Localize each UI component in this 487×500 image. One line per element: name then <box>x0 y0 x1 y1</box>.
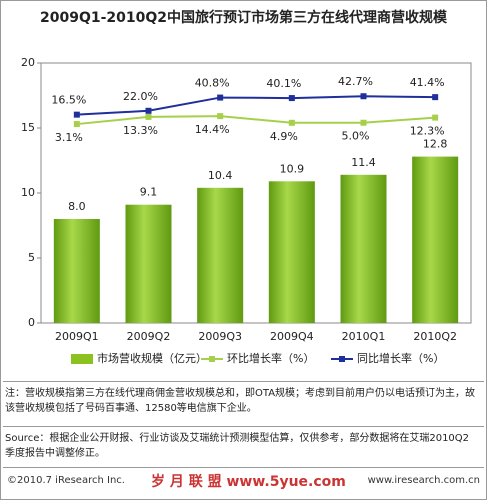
marker <box>288 95 295 102</box>
marker <box>360 93 367 100</box>
marker <box>432 94 439 101</box>
line <box>76 95 436 116</box>
data-label: 22.0% <box>123 90 158 103</box>
plot-frame <box>40 62 472 324</box>
data-label: 8.0 <box>68 200 86 213</box>
data-label: 41.4% <box>410 76 445 89</box>
note: 注：营收规模指第三方在线代理商佣金营收规模总和，即OTA规模；考虑到目前用户仍以… <box>5 388 476 414</box>
chart-title: 2009Q1-2010Q2中国旅行预订市场第三方在线代理商营收规模 <box>39 10 448 26</box>
data-label: 42.7% <box>338 75 373 88</box>
marker <box>217 94 224 101</box>
y-tick-label: 5 <box>28 251 35 264</box>
data-label: 9.1 <box>140 186 158 199</box>
marker <box>145 113 152 120</box>
data-label: 10.4 <box>208 169 233 182</box>
y-tick-label: 20 <box>21 56 35 69</box>
line <box>76 115 436 126</box>
data-label: 12.8 <box>423 138 448 151</box>
x-tick-label: 2009Q3 <box>198 330 242 343</box>
marker <box>360 119 367 126</box>
legend-label: 市场营收规模（亿元） <box>97 351 207 365</box>
divider <box>3 381 484 382</box>
y-tick-label: 0 <box>28 316 35 329</box>
bar <box>197 187 244 323</box>
data-label: 5.0% <box>342 130 370 143</box>
data-label: 4.9% <box>270 130 298 143</box>
data-label: 40.8% <box>195 77 230 90</box>
copyright: ©2010.7 iResearch Inc. <box>7 475 125 486</box>
chart: 0 5 10 15 20 2009Q1 2009Q2 2009Q3 2009Q4 2010Q1 20… <box>21 56 472 365</box>
legend-marker <box>339 356 345 362</box>
x-tick-label: 2010Q2 <box>413 330 457 343</box>
data-label: 11.4 <box>351 156 376 169</box>
legend-marker <box>209 356 215 362</box>
watermark: 岁 月 联 盟 www.5yue.com <box>151 474 346 490</box>
x-tick-label: 2010Q1 <box>342 330 386 343</box>
source: Source：根据企业公开财报、行业访谈及艾瑞统计预测模型估算，仅供参考，部分数… <box>5 433 470 459</box>
marker <box>73 121 80 128</box>
legend-label: 同比增长率（%） <box>357 351 444 365</box>
marker <box>217 113 224 120</box>
x-tick-label: 2009Q2 <box>127 330 171 343</box>
data-label: 12.3% <box>410 125 445 138</box>
data-label: 16.5% <box>51 94 86 107</box>
marker <box>288 119 295 126</box>
bar <box>340 174 387 323</box>
data-label: 10.9 <box>280 162 305 175</box>
x-tick-label: 2009Q1 <box>55 330 99 343</box>
data-label: 3.1% <box>55 131 83 144</box>
legend-label: 环比增长率（%） <box>227 351 314 365</box>
marker <box>145 107 152 114</box>
bar <box>268 181 315 323</box>
x-tick-label: 2009Q4 <box>270 330 314 343</box>
y-tick-label: 15 <box>21 121 35 134</box>
marker <box>432 114 439 121</box>
marker <box>73 111 80 118</box>
legend-swatch <box>71 354 93 364</box>
data-label: 13.3% <box>123 124 158 137</box>
bar <box>412 156 459 323</box>
bar <box>125 204 172 323</box>
divider <box>3 426 484 427</box>
divider <box>3 467 484 468</box>
website: www.iresearch.com.cn <box>367 475 480 486</box>
y-tick-label: 10 <box>21 186 35 199</box>
data-label: 14.4% <box>195 123 230 136</box>
data-label: 40.1% <box>266 77 301 90</box>
bar <box>53 219 100 323</box>
